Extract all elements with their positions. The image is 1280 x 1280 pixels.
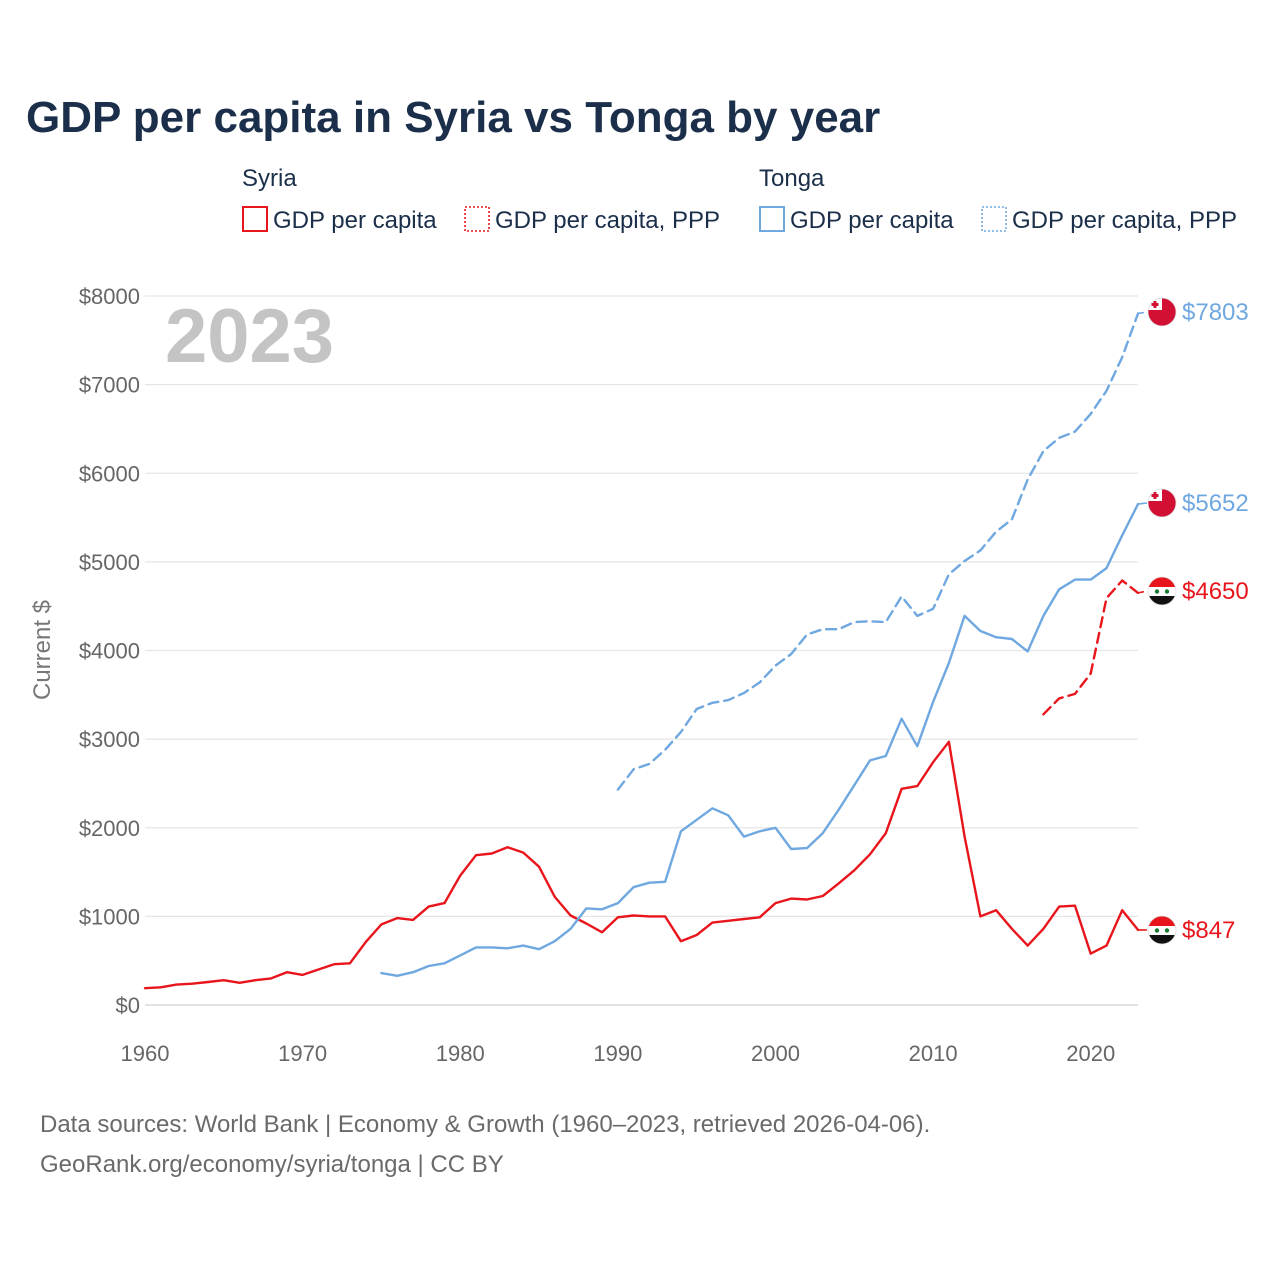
legend-item-label[interactable]: GDP per capita — [273, 207, 437, 234]
series-line-syria-ppp — [1042, 579, 1140, 716]
y-tick-label: $0 — [116, 993, 140, 1018]
series-line-tonga-gdp — [380, 502, 1140, 977]
y-tick-label: $6000 — [79, 461, 140, 486]
grid — [145, 295, 1138, 1006]
tonga-flag-icon — [1147, 488, 1177, 518]
series-layer — [143, 312, 1140, 990]
x-tick-label: 2000 — [751, 1041, 800, 1066]
end-connector — [1137, 590, 1148, 594]
x-tick-label: 2020 — [1066, 1041, 1115, 1066]
source-line-1: Data sources: World Bank | Economy & Gro… — [40, 1111, 930, 1138]
end-value-label: $847 — [1182, 917, 1235, 944]
legend-group-tonga: Tonga — [759, 165, 825, 192]
syria-flag-icon — [1147, 915, 1177, 945]
series-line-syria-gdp — [143, 740, 1140, 990]
x-tick-label: 1980 — [436, 1041, 485, 1066]
x-tick-label: 1960 — [121, 1041, 170, 1066]
end-connector — [1137, 311, 1148, 315]
chart-title: GDP per capita in Syria vs Tonga by year — [26, 93, 880, 142]
tonga-flag-icon — [1147, 297, 1177, 327]
legend-item-label[interactable]: GDP per capita — [790, 207, 954, 234]
source-line-2[interactable]: GeoRank.org/economy/syria/tonga | CC BY — [40, 1151, 504, 1178]
end-markers: $847 $4650 $5652 $7803 — [1137, 297, 1249, 945]
x-tick-label: 1990 — [593, 1041, 642, 1066]
y-axis: $0 $1000 $2000 $3000 $4000 $5000 $6000 $7000 $80… — [79, 284, 140, 1018]
x-axis: 1960 1970 1980 1990 2000 2010 2020 — [121, 1041, 1116, 1066]
legend-swatch[interactable] — [242, 206, 268, 232]
y-tick-label: $2000 — [79, 816, 140, 841]
syria-flag-icon — [1147, 576, 1177, 606]
y-tick-label: $5000 — [79, 550, 140, 575]
y-axis-label: Current $ — [29, 600, 56, 700]
x-tick-label: 2010 — [909, 1041, 958, 1066]
x-tick-label: 1970 — [278, 1041, 327, 1066]
legend-swatch[interactable] — [464, 206, 490, 232]
y-tick-label: $1000 — [79, 904, 140, 929]
y-tick-label: $4000 — [79, 639, 140, 664]
y-tick-label: $8000 — [79, 284, 140, 309]
legend-item-label[interactable]: GDP per capita, PPP — [495, 207, 720, 234]
year-watermark: 2023 — [165, 294, 334, 379]
series-line-tonga-ppp — [616, 312, 1140, 791]
legend-swatch[interactable] — [759, 206, 785, 232]
legend: Syria GDP per capita GDP per capita, PPP To… — [242, 165, 1237, 234]
legend-item-label[interactable]: GDP per capita, PPP — [1012, 207, 1237, 234]
end-value-label: $4650 — [1182, 578, 1249, 605]
legend-swatch[interactable] — [981, 206, 1007, 232]
y-tick-label: $7000 — [79, 373, 140, 398]
end-connector — [1137, 502, 1148, 505]
y-tick-label: $3000 — [79, 727, 140, 752]
end-value-label: $7803 — [1182, 299, 1249, 326]
legend-group-syria: Syria — [242, 165, 297, 192]
end-value-label: $5652 — [1182, 490, 1249, 517]
